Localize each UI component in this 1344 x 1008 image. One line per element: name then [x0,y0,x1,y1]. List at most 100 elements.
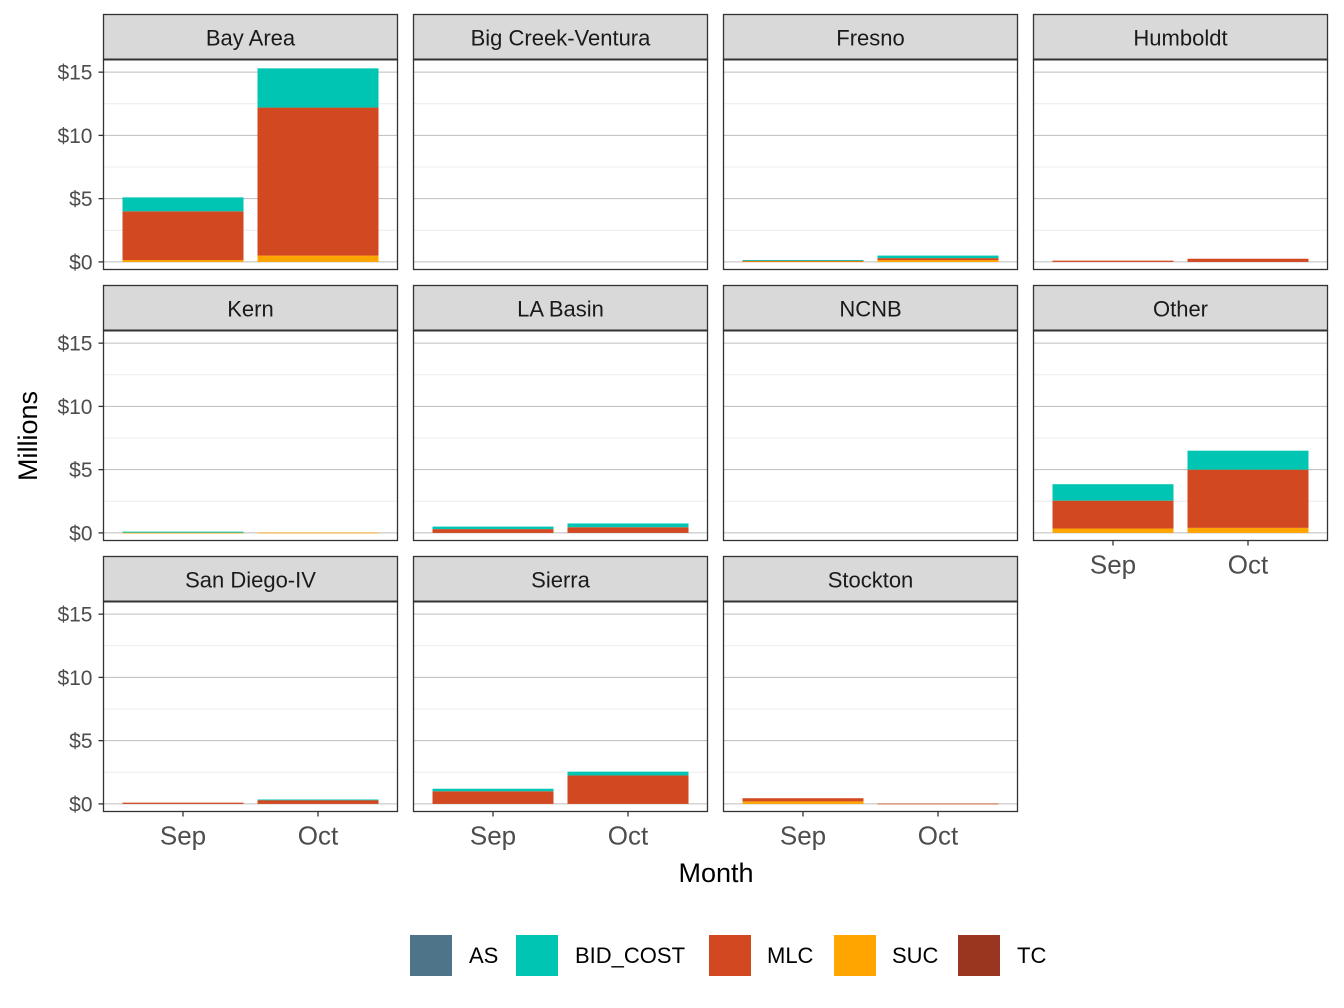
bar-other-oct-bid-cost [1187,450,1309,470]
legend-label: AS [469,943,498,968]
facet-strip [722,13,1019,61]
facet-panel-kern: Kern $0 $5 $10 $15 [57,284,399,545]
plot-area [103,330,398,541]
facet-panel-sierra: Sierra Sep Oct [412,555,709,851]
facet-strip [1032,284,1329,332]
legend-swatch [834,935,876,976]
facet-title: Stockton [828,568,914,593]
plot-area [1033,59,1328,270]
legend-item-suc: SUC [834,935,939,976]
y-tick-label: $10 [57,396,92,419]
facet-title: San Diego-IV [185,568,316,593]
bar-stockton-oct-mlc [877,803,999,805]
legend-swatch [709,935,751,976]
legend-label: MLC [767,943,814,968]
bar-kern-oct-suc [257,532,379,534]
facet-strip [102,13,399,61]
plot-area [413,59,708,270]
facet-title: Kern [227,297,273,322]
bar-sierra-sep-bid-cost [432,788,554,792]
bar-sierra-sep-mlc [432,791,554,804]
bar-other-sep-mlc [1052,500,1174,529]
bar-fresno-oct-suc [877,260,999,262]
legend-swatch [516,935,558,976]
x-tick-label: Sep [780,821,826,851]
facet-strip [102,284,399,332]
plot-area [103,601,398,812]
legend-label: TC [1017,943,1046,968]
facet-strip [1032,13,1329,61]
bar-la-basin-sep-mlc [432,529,554,533]
plot-area [413,330,708,541]
facet-title: Bay Area [206,26,296,51]
facet-panel-humboldt: Humboldt [1032,13,1329,271]
bar-bay-area-oct-bid-cost [257,68,379,108]
y-tick-label: $0 [69,522,92,545]
plot-area [723,59,1018,270]
x-tick-label: Sep [470,821,516,851]
y-tick-label: $15 [57,62,92,85]
facet-panel-big-creek-ventura: Big Creek-Ventura [412,13,709,271]
legend-item-bid-cost: BID_COST [516,935,685,976]
bar-san-diego-iv-oct-bid-cost [257,799,379,801]
facet-title: LA Basin [517,297,604,322]
plot-area [723,601,1018,812]
bar-bay-area-oct-mlc [257,107,379,256]
bar-kern-sep-bid-cost [122,531,244,533]
bar-humboldt-sep-mlc [1052,260,1174,262]
x-tick-label: Oct [918,821,959,851]
bar-san-diego-iv-oct-mlc [257,800,379,804]
facet-strip [412,13,709,61]
bar-fresno-sep-mlc [742,260,864,262]
bar-fresno-sep-bid-cost [742,260,864,261]
bar-san-diego-iv-sep-mlc [122,802,244,804]
facet-strip [412,555,709,603]
facet-panel-stockton: Stockton Sep Oct [722,555,1019,851]
y-tick-label: $15 [57,604,92,627]
y-tick-label: $10 [57,125,92,148]
facet-title: NCNB [839,297,901,322]
y-axis-title: Millions [13,391,43,481]
bar-fresno-sep-suc [742,261,864,263]
bar-bay-area-sep-suc [122,260,244,262]
y-tick-label: $5 [69,188,92,211]
bar-fresno-oct-mlc [877,258,999,261]
bar-humboldt-oct-mlc [1187,258,1309,262]
x-tick-label: Sep [160,821,206,851]
legend-label: SUC [892,943,939,968]
facet-panel-ncnb: NCNB [722,284,1019,542]
x-tick-label: Oct [1228,550,1269,580]
bar-fresno-oct-bid-cost [877,255,999,259]
bar-stockton-sep-suc [742,801,864,804]
legend-item-mlc: MLC [709,935,814,976]
facet-panel-other: Other Sep Oct [1032,284,1329,580]
facet-title: Fresno [836,26,904,51]
x-tick-label: Sep [1090,550,1136,580]
bar-bay-area-sep-bid-cost [122,197,244,212]
y-tick-label: $5 [69,730,92,753]
x-axis-title: Month [678,858,753,888]
bar-la-basin-oct-mlc [567,527,689,533]
bar-kern-sep-suc [122,532,244,534]
facet-strip [722,284,1019,332]
y-tick-label: $0 [69,793,92,816]
bar-other-sep-suc [1052,528,1174,533]
facet-title: Other [1153,297,1208,322]
x-tick-label: Oct [608,821,649,851]
facet-panel-la-basin: LA Basin [412,284,709,542]
y-tick-label: $5 [69,459,92,482]
legend-swatch [410,935,452,976]
facet-title: Big Creek-Ventura [471,26,652,51]
bar-other-oct-suc [1187,527,1309,533]
facet-panel-fresno: Fresno [722,13,1019,271]
bar-other-sep-bid-cost [1052,484,1174,501]
y-tick-label: $0 [69,251,92,274]
facet-panel-san-diego-iv: San Diego-IV $0 $5 $10 $15 Sep Oct [57,555,399,851]
bar-sierra-oct-mlc [567,775,689,804]
facet-panels: Bay Area $0 $5 $10 $15 Big Creek-Ventura Fresn… [57,13,1329,851]
bar-la-basin-sep-bid-cost [432,526,554,530]
facet-panel-bay-area: Bay Area $0 $5 $10 $15 [57,13,399,274]
facet-strip [102,555,399,603]
bar-stockton-sep-mlc [742,798,864,802]
